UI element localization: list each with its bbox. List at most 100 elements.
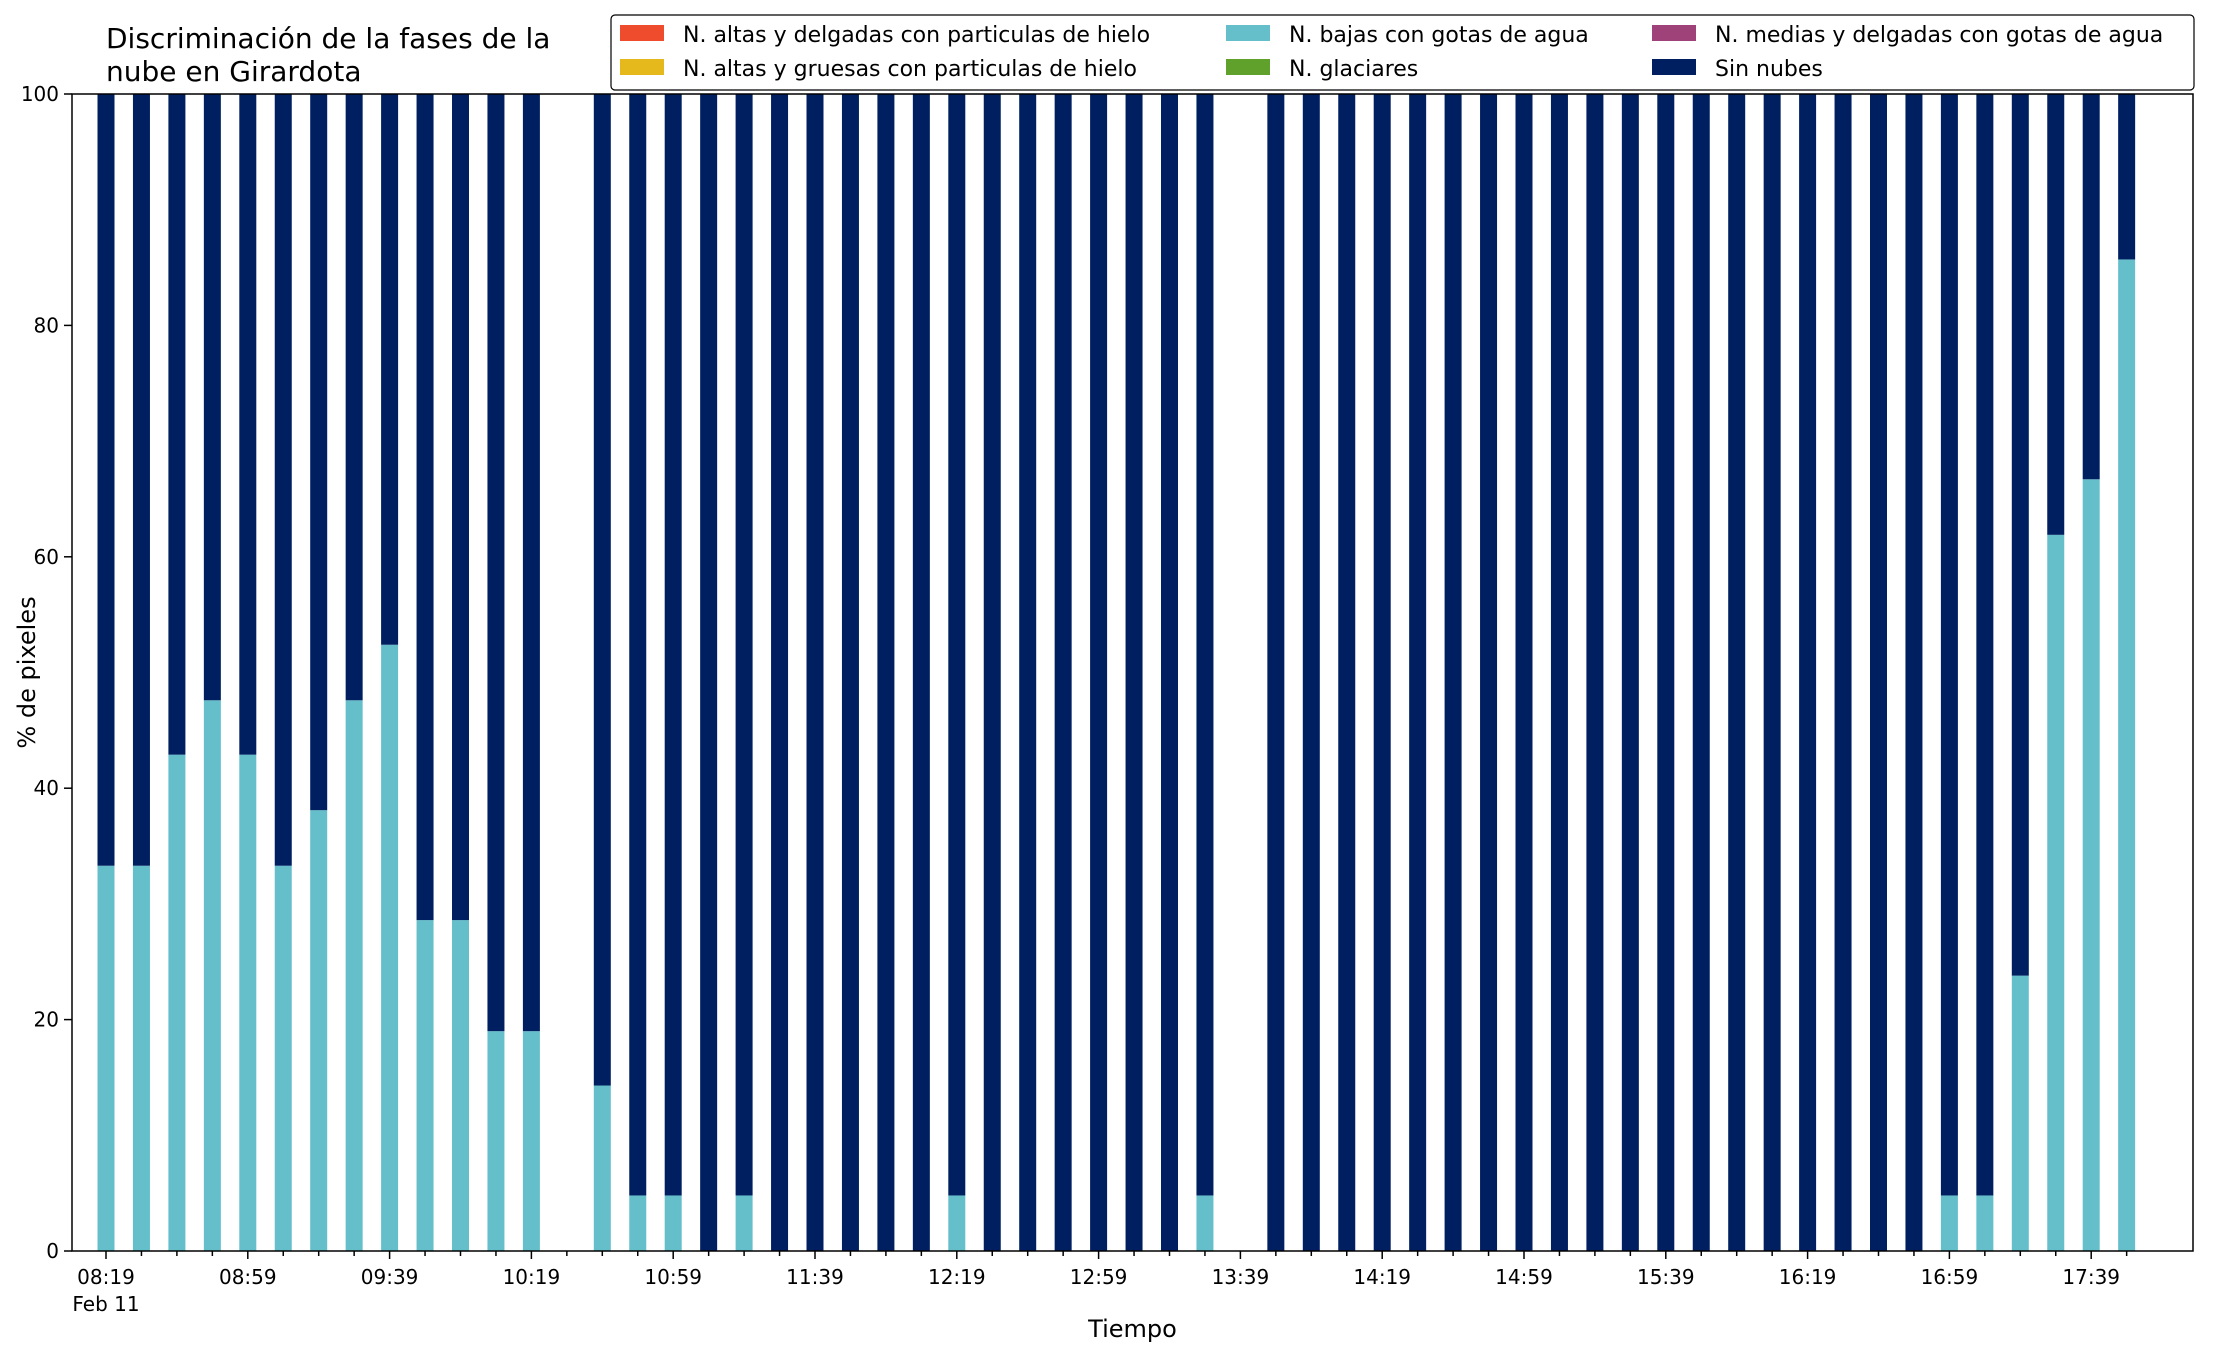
legend-label: N. bajas con gotas de agua — [1289, 23, 1589, 48]
bar-segment-5-39 — [1480, 94, 1498, 1251]
bar-segment-5-7 — [345, 94, 363, 701]
bar-segment-5-1 — [132, 94, 150, 866]
bar-segment-5-54 — [2011, 94, 2029, 976]
legend-swatch — [1652, 59, 1696, 75]
bar-segment-2-5 — [274, 865, 292, 1251]
bar-segment-5-28 — [1090, 94, 1108, 1251]
legend-label: Sin nubes — [1715, 57, 1823, 82]
bar-segment-5-36 — [1373, 94, 1391, 1251]
bar-segment-5-26 — [1019, 94, 1037, 1251]
bar-segment-2-7 — [345, 700, 363, 1251]
bar-segment-2-8 — [381, 644, 399, 1251]
bar-segment-5-12 — [522, 94, 540, 1032]
legend: N. altas y delgadas con particulas de hi… — [610, 14, 2195, 91]
x-tick-label: 14:59 — [1495, 1265, 1553, 1289]
bar-segment-2-3 — [203, 700, 221, 1251]
bar-segment-5-9 — [416, 94, 434, 921]
bar-segment-5-34 — [1302, 94, 1320, 1251]
bar-segment-2-55 — [2047, 534, 2065, 1251]
bar-segment-5-11 — [487, 94, 505, 1032]
bar-segment-5-3 — [203, 94, 221, 701]
bar-segment-5-25 — [983, 94, 1001, 1251]
x-tick-label: 16:59 — [1921, 1265, 1979, 1289]
legend-label: N. altas y delgadas con particulas de hi… — [683, 23, 1150, 48]
bar-segment-5-33 — [1267, 94, 1285, 1251]
bar-segment-2-18 — [735, 1195, 753, 1251]
bar-segment-5-6 — [310, 94, 328, 811]
bars-layer — [97, 94, 2136, 1251]
legend-swatch — [620, 59, 664, 75]
bar-segment-2-2 — [168, 754, 186, 1251]
bar-segment-5-46 — [1728, 94, 1746, 1251]
bar-segment-5-42 — [1586, 94, 1604, 1251]
bar-segment-5-14 — [593, 94, 611, 1086]
chart-title-line: Discriminación de la fases de la — [106, 22, 550, 55]
x-tick-label: 09:39 — [361, 1265, 419, 1289]
bar-segment-5-17 — [700, 94, 718, 1251]
x-tick-label: 10:19 — [503, 1265, 561, 1289]
bar-segment-2-14 — [593, 1085, 611, 1251]
bar-segment-5-19 — [771, 94, 789, 1251]
bar-segment-2-52 — [1940, 1195, 1958, 1251]
bar-segment-5-47 — [1763, 94, 1781, 1251]
y-tick-label: 80 — [34, 313, 59, 337]
x-tick-label: 13:39 — [1212, 1265, 1270, 1289]
legend-label: N. altas y gruesas con particulas de hie… — [683, 57, 1137, 82]
bar-segment-5-35 — [1338, 94, 1356, 1251]
bar-segment-5-53 — [1976, 94, 1994, 1196]
bar-segment-5-0 — [97, 94, 115, 866]
x-tick-label: 08:19 — [77, 1265, 135, 1289]
bar-segment-5-18 — [735, 94, 753, 1196]
x-tick-label: 10:59 — [644, 1265, 702, 1289]
bar-segment-5-27 — [1054, 94, 1072, 1251]
legend-swatch — [1226, 59, 1270, 75]
bar-segment-2-9 — [416, 920, 434, 1251]
bar-segment-5-51 — [1905, 94, 1923, 1251]
bar-segment-5-37 — [1409, 94, 1427, 1251]
bar-segment-5-48 — [1799, 94, 1817, 1251]
x-axis-title: Tiempo — [1087, 1315, 1177, 1343]
y-tick-label: 0 — [46, 1239, 59, 1263]
bar-segment-5-49 — [1834, 94, 1852, 1251]
text-layer: 0 20 40 60 80 100 08:19 08:59 09:39 10:19 10:59 11:… — [13, 22, 2120, 1343]
x-tick-label: 16:19 — [1779, 1265, 1837, 1289]
y-axis-title: % de pixeles — [13, 596, 41, 748]
bar-segment-5-20 — [806, 94, 824, 1251]
bar-segment-2-56 — [2082, 479, 2100, 1251]
bar-segment-5-22 — [877, 94, 895, 1251]
x-tick-label: 12:19 — [928, 1265, 986, 1289]
x-tick-label: 08:59 — [219, 1265, 277, 1289]
y-tick-label: 100 — [21, 82, 59, 106]
bar-segment-2-0 — [97, 865, 115, 1251]
legend-swatch — [620, 25, 664, 41]
bar-segment-2-57 — [2118, 259, 2136, 1251]
bar-segment-5-31 — [1196, 94, 1214, 1196]
bar-segment-5-23 — [912, 94, 930, 1251]
bar-segment-5-38 — [1444, 94, 1462, 1251]
legend-label: N. medias y delgadas con gotas de agua — [1715, 23, 2163, 48]
bar-segment-5-5 — [274, 94, 292, 866]
bar-segment-5-21 — [841, 94, 859, 1251]
bar-segment-5-15 — [629, 94, 647, 1196]
bar-segment-5-52 — [1940, 94, 1958, 1196]
chart-title-line: nube en Girardota — [106, 55, 361, 88]
x-tick-label: 17:39 — [2062, 1265, 2120, 1289]
y-tick-label: 40 — [34, 776, 59, 800]
x-date-label: Feb 11 — [72, 1292, 139, 1316]
axes-layer — [64, 93, 2194, 1259]
y-tick-label: 60 — [34, 545, 59, 569]
x-tick-label: 12:59 — [1070, 1265, 1128, 1289]
bar-segment-2-12 — [522, 1031, 540, 1251]
plot-frame — [71, 93, 2194, 1252]
x-tick-label: 15:39 — [1637, 1265, 1695, 1289]
bar-segment-2-15 — [629, 1195, 647, 1251]
bar-segment-5-41 — [1550, 94, 1568, 1251]
x-tick-label: 14:19 — [1353, 1265, 1411, 1289]
bar-segment-2-6 — [310, 810, 328, 1251]
bar-segment-5-30 — [1161, 94, 1178, 1251]
bar-segment-5-4 — [239, 94, 257, 755]
bar-segment-2-11 — [487, 1031, 505, 1251]
legend-frame — [610, 14, 2195, 91]
legend-label: N. glaciares — [1289, 57, 1418, 82]
